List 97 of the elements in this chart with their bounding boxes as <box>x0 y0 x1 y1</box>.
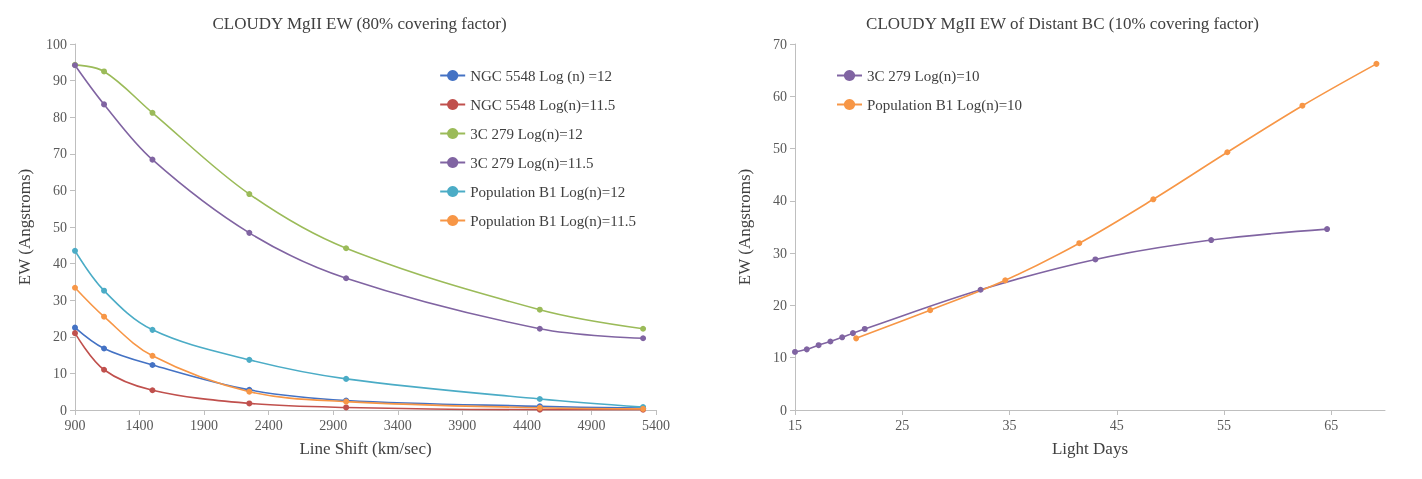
point <box>1076 240 1083 247</box>
point <box>246 229 253 236</box>
point <box>101 68 108 75</box>
point <box>246 356 253 363</box>
y-tick-label: 40 <box>53 256 67 272</box>
y-tick-label: 30 <box>773 245 787 261</box>
x-tick-label: 1400 <box>125 417 154 433</box>
point <box>849 330 856 337</box>
y-tick-label: 30 <box>53 292 67 308</box>
point <box>246 191 253 198</box>
legend-label: 3C 279 Log(n)=12 <box>470 125 583 143</box>
point <box>343 275 350 282</box>
point <box>1224 149 1231 156</box>
y-tick-label: 20 <box>773 297 787 313</box>
point <box>861 325 868 332</box>
x-tick-label: 15 <box>788 417 802 433</box>
y-axis-title: EW (Angstroms) <box>735 168 754 286</box>
point <box>343 245 350 252</box>
x-tick-label: 3400 <box>383 417 412 433</box>
y-axis-title: EW (Angstroms) <box>15 168 34 286</box>
point <box>1150 196 1157 203</box>
point <box>536 306 543 313</box>
x-tick-label: 5400 <box>642 417 670 433</box>
x-tick-label: 1900 <box>190 417 219 433</box>
point <box>977 286 984 293</box>
point <box>827 338 834 345</box>
point <box>1373 60 1380 67</box>
point <box>1324 226 1331 233</box>
x-tick-label: 45 <box>1109 417 1124 433</box>
point <box>1208 237 1215 244</box>
legend-label: 3C 279 Log(n)=11.5 <box>470 154 594 172</box>
point <box>1002 277 1009 284</box>
y-tick-label: 60 <box>53 182 67 198</box>
chart-title: CLOUDY MgII EW of Distant BC (10% covering factor) <box>866 14 1259 33</box>
point <box>536 396 543 403</box>
x-tick-label: 2900 <box>319 417 348 433</box>
point <box>72 324 78 331</box>
x-tick-label: 65 <box>1324 417 1339 433</box>
y-tick-label: 80 <box>53 109 67 125</box>
legend-label: Population B1 Log(n)=12 <box>470 183 626 201</box>
point <box>101 101 108 108</box>
y-tick-label: 20 <box>53 329 67 345</box>
point <box>72 247 78 254</box>
x-tick-label: 900 <box>64 417 86 433</box>
point <box>1092 256 1099 263</box>
x-tick-label: 4400 <box>512 417 541 433</box>
point <box>927 307 934 314</box>
point <box>149 156 156 163</box>
point <box>149 326 156 333</box>
point <box>640 335 647 342</box>
x-tick-label: 55 <box>1217 417 1232 433</box>
x-tick-label: 35 <box>1002 417 1017 433</box>
legend-label: 3C 279 Log(n)=10 <box>867 67 980 85</box>
point <box>101 366 108 373</box>
point <box>149 352 156 359</box>
y-tick-label: 70 <box>53 146 67 162</box>
y-tick-label: 0 <box>780 402 787 418</box>
y-tick-label: 70 <box>773 36 787 52</box>
point <box>792 348 798 355</box>
y-tick-label: 100 <box>46 36 67 52</box>
point <box>815 342 822 349</box>
legend-label: Population B1 Log(n)=11.5 <box>470 212 637 230</box>
point <box>149 109 156 116</box>
point <box>149 387 156 394</box>
x-tick-label: 2400 <box>254 417 283 433</box>
point <box>101 313 108 320</box>
x-tick-label: 3900 <box>448 417 477 433</box>
x-tick-label: 25 <box>895 417 910 433</box>
x-axis-title: Line Shift (km/sec) <box>299 439 432 458</box>
legend-label: NGC 5548 Log (n) =12 <box>470 67 612 85</box>
y-tick-label: 0 <box>60 402 67 418</box>
y-tick-label: 40 <box>773 193 787 209</box>
y-tick-label: 60 <box>773 88 787 104</box>
point <box>1299 102 1306 109</box>
point <box>803 346 810 353</box>
legend-label: Population B1 Log(n)=10 <box>867 96 1023 114</box>
point <box>343 404 350 411</box>
x-axis-title: Light Days <box>1051 439 1129 458</box>
chart-title: CLOUDY MgII EW (80% covering factor) <box>212 14 507 33</box>
point <box>101 345 108 352</box>
point <box>640 325 647 332</box>
point <box>343 375 350 382</box>
point <box>72 284 78 291</box>
y-tick-label: 90 <box>53 73 67 89</box>
point <box>101 287 108 294</box>
point <box>72 330 78 337</box>
y-tick-label: 10 <box>773 350 787 366</box>
y-tick-label: 10 <box>53 365 67 381</box>
y-tick-label: 50 <box>53 219 67 235</box>
x-tick-label: 4900 <box>577 417 606 433</box>
legend-label: NGC 5548 Log(n)=11.5 <box>470 96 616 114</box>
point <box>853 335 860 342</box>
point <box>149 361 156 368</box>
point <box>536 325 543 332</box>
point <box>246 400 253 407</box>
y-tick-label: 50 <box>773 141 787 157</box>
point <box>839 334 846 341</box>
